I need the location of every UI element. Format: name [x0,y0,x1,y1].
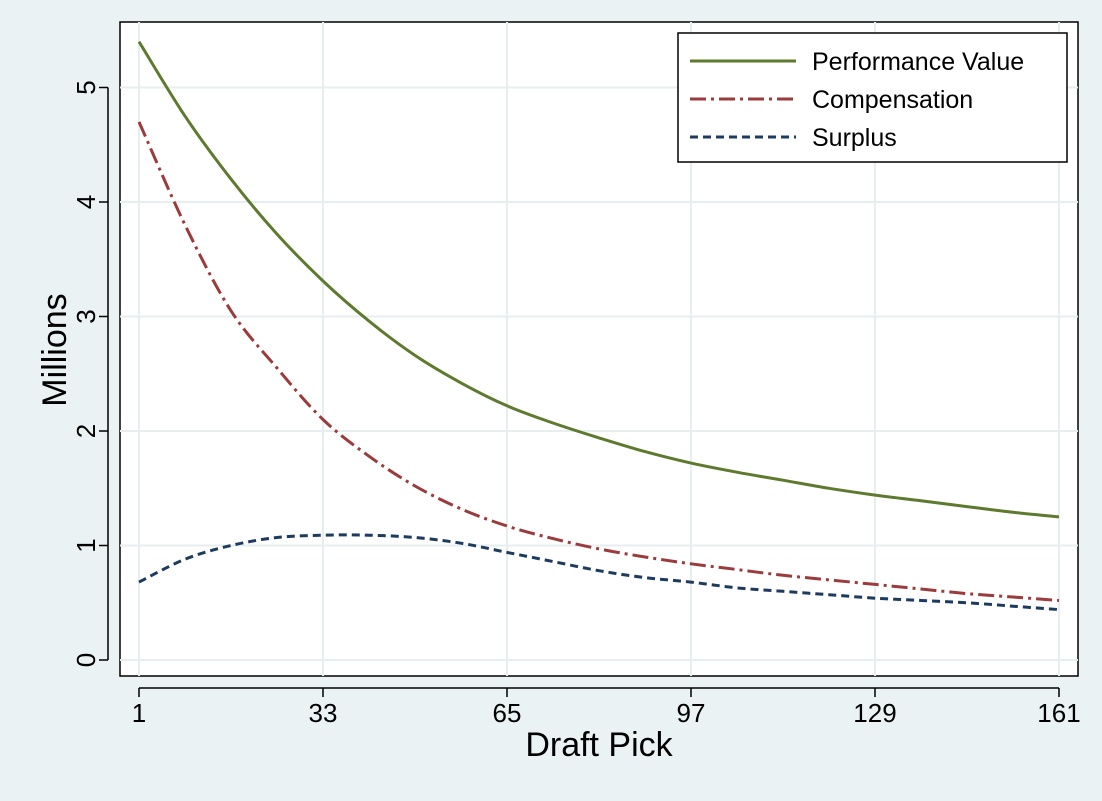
y-axis-title: Millions [36,293,74,406]
y-tick-label: 0 [71,653,101,667]
y-tick-label: 4 [71,195,101,209]
series-line-performance-value [137,40,1060,519]
series-line-surplus [138,533,1060,612]
y-tick-label: 1 [71,538,101,552]
y-tick-label: 5 [71,80,101,94]
x-tick-label: 1 [132,698,146,728]
x-tick-label: 161 [1037,698,1080,728]
legend-label: Compensation [812,86,973,114]
axes: 1 33 65 97 129 161 0 1 2 3 4 5 [71,80,1081,728]
x-tick-label: 129 [853,698,896,728]
y-tick-label: 2 [71,424,101,438]
y-tick-label: 3 [71,309,101,323]
grid-lines [120,22,1078,676]
x-tick-label: 65 [493,698,522,728]
x-tick-label: 97 [677,698,706,728]
legend: Performance Value Compensation Surplus [677,32,1068,163]
x-axis-title: Draft Pick [525,726,673,764]
legend-label: Performance Value [812,48,1024,76]
series-lines [137,40,1060,612]
series-line-compensation [137,121,1060,602]
legend-label: Surplus [812,124,897,152]
x-tick-label: 33 [309,698,338,728]
